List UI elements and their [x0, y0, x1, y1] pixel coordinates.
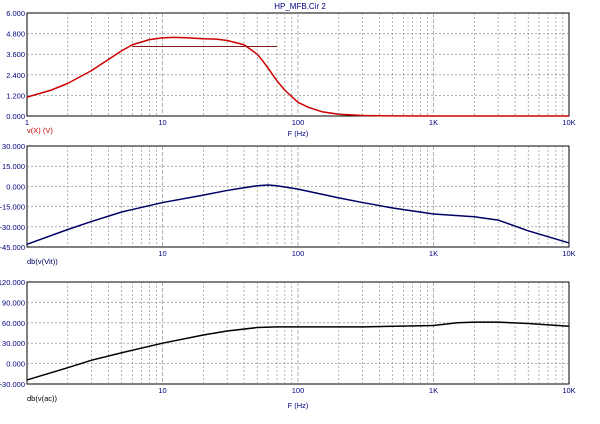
- x-tick-label: 100: [292, 386, 305, 395]
- x-axis-label: F (Hz): [288, 129, 309, 138]
- x-tick-label: 10: [158, 118, 166, 127]
- trace-label: db(v(ac)): [27, 394, 58, 403]
- x-tick-label: 1K: [429, 118, 438, 127]
- y-tick-label: 4.800: [6, 30, 25, 39]
- y-tick-label: 6.000: [6, 9, 25, 18]
- chart-panel-1: 0.000 1.200 2.400 3.600 4.800 6.000 1 10 100 1K 10…: [6, 9, 575, 138]
- x-tick-label: 10K: [562, 118, 575, 127]
- y-tick-label: 60.000: [2, 319, 25, 328]
- y-tick-label: 0.000: [6, 182, 25, 191]
- chart-panel-2: -45.000 -30.000 -15.000 0.000 15.000 30.000 10…: [0, 142, 576, 266]
- y-tick-label: 30.000: [2, 142, 25, 151]
- trace-label: db(v(Vit)): [27, 257, 58, 266]
- trace-label: v(X) (V): [27, 126, 53, 135]
- x-tick-label: 1: [25, 118, 29, 127]
- series-line-1: [26, 36, 569, 117]
- y-tick-label: -15.000: [0, 203, 25, 212]
- x-tick-label: 10: [158, 249, 166, 258]
- chart-panel-3: -30.000 0.000 30.000 60.000 90.000 120.000 10 1…: [0, 278, 576, 410]
- y-tick-label: -30.000: [0, 223, 25, 232]
- plot-panels: 0.000 1.200 2.400 3.600 4.800 6.000 1 10 100 1K 10…: [0, 9, 576, 410]
- x-axis-label: F (Hz): [288, 401, 309, 410]
- y-tick-label: 3.600: [6, 50, 25, 59]
- series-line-1: [26, 321, 570, 381]
- x-tick-label: 10K: [562, 249, 575, 258]
- y-tick-label: 1.200: [6, 91, 25, 100]
- x-tick-label: 1K: [429, 249, 438, 258]
- window-title: HP_MFB.Cir 2: [274, 2, 326, 11]
- y-tick-label: 30.000: [2, 339, 25, 348]
- y-tick-label: 0.000: [6, 360, 25, 369]
- x-tick-label: 1K: [429, 386, 438, 395]
- y-tick-label: 90.000: [2, 298, 25, 307]
- x-tick-label: 10: [158, 386, 166, 395]
- x-tick-label: 100: [292, 118, 305, 127]
- x-tick-label: 100: [292, 249, 305, 258]
- y-tick-label: 0.000: [6, 112, 25, 121]
- series-line-1: [26, 184, 570, 246]
- y-tick-label: -45.000: [0, 243, 25, 252]
- x-tick-label: 10K: [562, 386, 575, 395]
- y-tick-label: 15.000: [2, 162, 25, 171]
- y-tick-label: 2.400: [6, 71, 25, 80]
- y-tick-label: 120.000: [0, 278, 25, 287]
- y-tick-label: -30.000: [0, 380, 25, 389]
